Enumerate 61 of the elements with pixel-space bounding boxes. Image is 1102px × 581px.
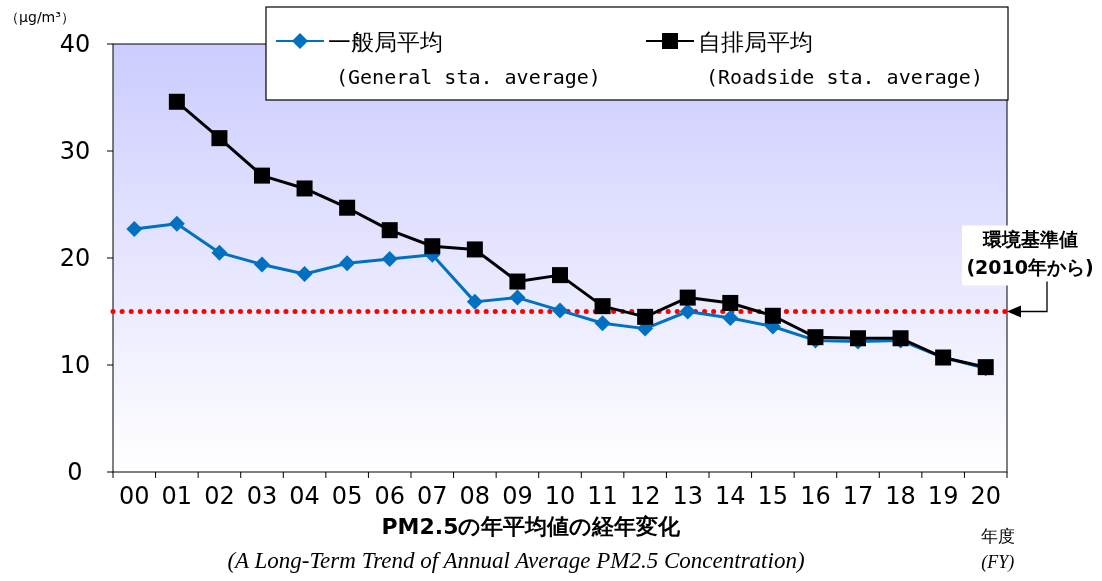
point — [168, 93, 185, 110]
x-tick-label: 11 — [587, 482, 618, 510]
x-tick-label: 20 — [970, 482, 1001, 510]
point — [254, 167, 270, 184]
y-tick-label: 30 — [59, 137, 91, 165]
point — [168, 215, 185, 232]
point — [381, 251, 398, 268]
point — [679, 289, 696, 306]
x-tick-label: 04 — [289, 482, 320, 510]
x-tick-label: 19 — [927, 482, 959, 510]
x-tick-label: 00 — [119, 482, 150, 510]
point — [594, 315, 611, 332]
point — [296, 180, 313, 197]
point — [296, 266, 313, 283]
y-tick-label: 10 — [59, 351, 91, 379]
x-tick-label: 03 — [246, 482, 278, 510]
y-axis-title: （μg/m³） — [5, 9, 75, 25]
x-tick-label: 12 — [629, 482, 661, 510]
ref-line-label: 環境基準値 (2010年から) — [966, 227, 1094, 278]
point — [211, 130, 228, 147]
point — [764, 307, 781, 324]
x-tick-label: 05 — [331, 482, 363, 510]
y-tick-label: 0 — [67, 458, 83, 486]
x-tick-label: 10 — [544, 482, 576, 510]
x-tick-label: 02 — [204, 482, 235, 510]
x-tick-label: 17 — [842, 482, 874, 510]
point — [509, 289, 526, 306]
x-tick-label: 09 — [502, 482, 533, 510]
point — [381, 222, 398, 239]
x-tick-label: 18 — [885, 482, 916, 510]
y-tick-label: 20 — [59, 244, 91, 272]
point — [339, 255, 356, 272]
x-tick-label: 15 — [757, 482, 789, 510]
x-tick-label: 07 — [417, 482, 448, 510]
x-tick-label: 16 — [800, 482, 831, 510]
point — [339, 199, 356, 216]
x-axis-title: 年度 (FY) — [980, 526, 1015, 573]
x-tick-label: 01 — [161, 482, 193, 510]
x-tick-label: 08 — [459, 482, 491, 510]
legend-label: 一般局平均 (General sta. average) — [328, 29, 601, 89]
text: PM2.5の年平均値の経年変化 — [381, 514, 682, 539]
text: (A Long-Term Trend of Annual Average PM2.5 Concentration) — [227, 548, 805, 573]
point — [466, 241, 483, 258]
x-tick-label: 06 — [374, 482, 405, 510]
point — [722, 309, 739, 326]
x-tick-label: 14 — [715, 482, 746, 510]
point — [722, 294, 739, 311]
point — [637, 308, 654, 325]
point — [126, 221, 143, 238]
point — [509, 273, 526, 290]
point — [552, 302, 568, 319]
x-tick-label: 13 — [672, 482, 703, 510]
point — [466, 293, 483, 310]
y-tick-label: 40 — [59, 30, 91, 58]
point — [424, 238, 441, 255]
point — [594, 298, 611, 315]
legend-label: 自排局平均 (Roadside sta. average) — [698, 29, 983, 89]
point — [211, 244, 228, 261]
point — [254, 256, 270, 273]
point — [679, 303, 696, 320]
point — [552, 267, 568, 284]
